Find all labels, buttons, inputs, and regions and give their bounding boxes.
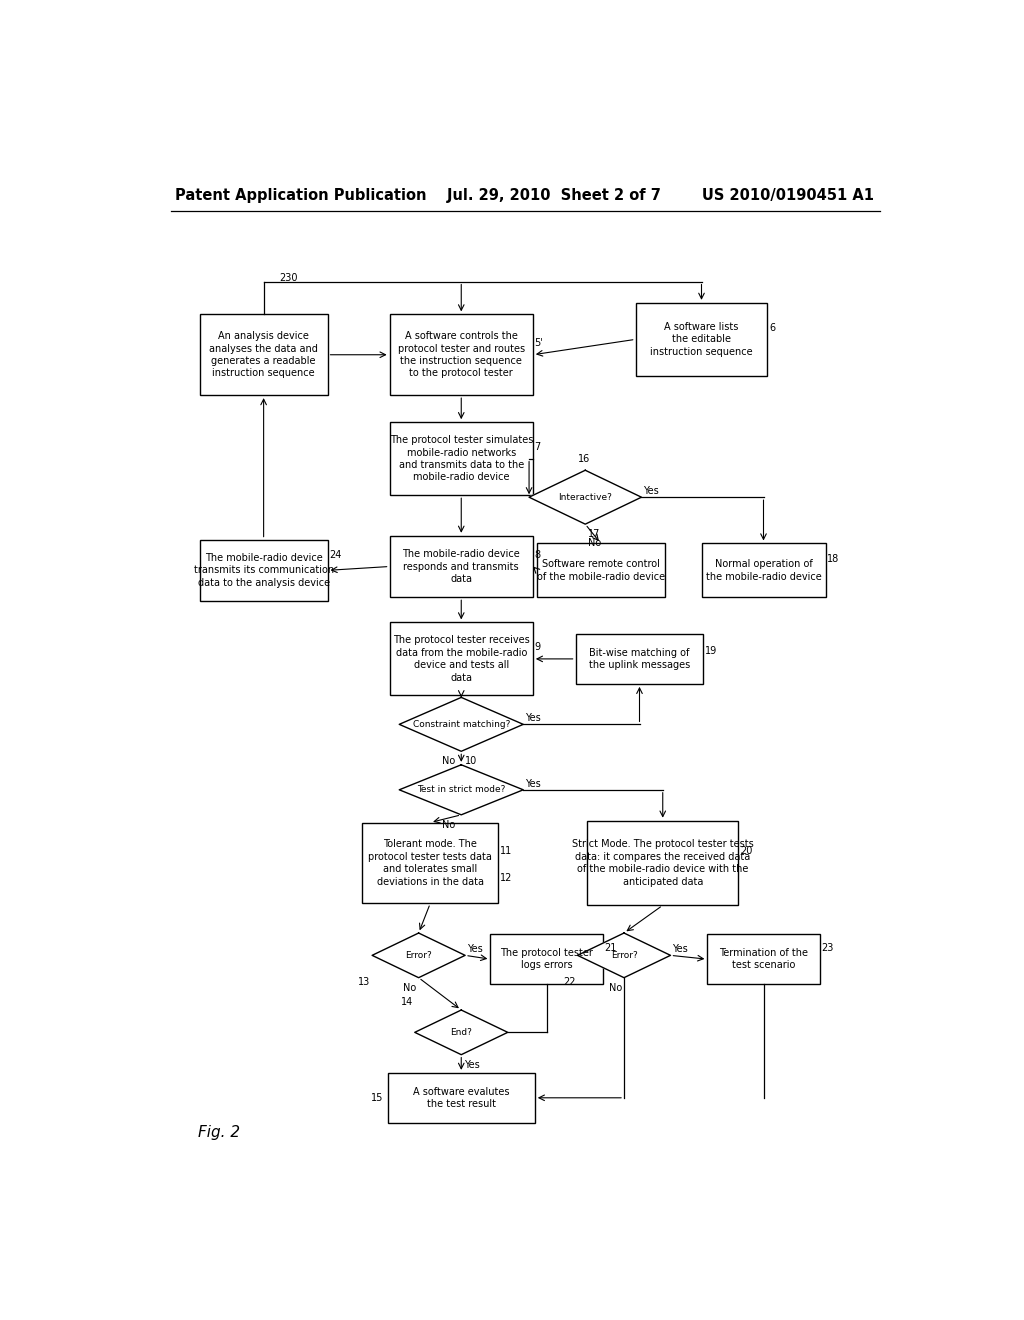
Text: The mobile-radio device
transmits its communication
data to the analysis device: The mobile-radio device transmits its co… — [194, 553, 334, 587]
Polygon shape — [399, 697, 523, 751]
Text: Test in strict mode?: Test in strict mode? — [417, 785, 506, 795]
Text: No: No — [442, 820, 455, 830]
Polygon shape — [372, 933, 465, 978]
FancyBboxPatch shape — [708, 935, 819, 985]
Text: The protocol tester
logs errors: The protocol tester logs errors — [500, 948, 593, 970]
Text: Error?: Error? — [610, 950, 637, 960]
Text: Normal operation of
the mobile-radio device: Normal operation of the mobile-radio dev… — [706, 560, 821, 582]
Polygon shape — [529, 470, 641, 524]
Text: Error?: Error? — [406, 950, 432, 960]
Text: 6: 6 — [769, 323, 775, 333]
Text: Yes: Yes — [464, 1060, 479, 1069]
Text: A software controls the
protocol tester and routes
the instruction sequence
to t: A software controls the protocol tester … — [397, 331, 525, 379]
Text: A software evalutes
the test result: A software evalutes the test result — [413, 1086, 510, 1109]
Text: Interactive?: Interactive? — [558, 492, 612, 502]
Text: 7: 7 — [535, 442, 541, 453]
Text: 13: 13 — [358, 977, 371, 986]
Text: Termination of the
test scenario: Termination of the test scenario — [719, 948, 808, 970]
Text: 230: 230 — [280, 273, 298, 282]
Text: Yes: Yes — [524, 713, 541, 723]
Text: 20: 20 — [740, 846, 753, 857]
Text: Software remote control
of the mobile-radio device: Software remote control of the mobile-ra… — [537, 560, 665, 582]
FancyBboxPatch shape — [200, 314, 328, 395]
Polygon shape — [399, 764, 523, 814]
FancyBboxPatch shape — [537, 544, 665, 598]
FancyBboxPatch shape — [636, 302, 767, 376]
Text: Patent Application Publication    Jul. 29, 2010  Sheet 2 of 7        US 2010/019: Patent Application Publication Jul. 29, … — [175, 187, 874, 203]
Text: 21: 21 — [604, 942, 616, 953]
Text: The protocol tester receives
data from the mobile-radio
device and tests all
dat: The protocol tester receives data from t… — [393, 635, 529, 682]
FancyBboxPatch shape — [200, 540, 328, 601]
FancyBboxPatch shape — [490, 935, 603, 985]
Text: 22: 22 — [563, 977, 577, 986]
Text: End?: End? — [451, 1028, 472, 1036]
Text: 16: 16 — [578, 454, 590, 465]
FancyBboxPatch shape — [389, 622, 532, 696]
Text: Constraint matching?: Constraint matching? — [413, 719, 510, 729]
Text: 19: 19 — [705, 647, 717, 656]
FancyBboxPatch shape — [389, 536, 532, 598]
FancyBboxPatch shape — [575, 634, 703, 684]
FancyBboxPatch shape — [362, 822, 498, 903]
Text: 17: 17 — [588, 529, 600, 539]
Text: Yes: Yes — [467, 944, 482, 954]
Text: Yes: Yes — [643, 486, 658, 496]
FancyBboxPatch shape — [388, 1073, 535, 1123]
Text: No: No — [442, 756, 455, 767]
Text: No: No — [588, 539, 601, 548]
Polygon shape — [415, 1010, 508, 1055]
FancyBboxPatch shape — [587, 821, 738, 906]
Text: 11: 11 — [500, 846, 512, 857]
Text: 23: 23 — [821, 942, 834, 953]
Text: 14: 14 — [400, 998, 413, 1007]
Text: The protocol tester simulates
mobile-radio networks
and transmits data to the
mo: The protocol tester simulates mobile-rad… — [389, 436, 532, 482]
Text: 9: 9 — [535, 643, 541, 652]
Text: Strict Mode. The protocol tester tests
data: it compares the received data
of th: Strict Mode. The protocol tester tests d… — [571, 840, 754, 887]
Text: 24: 24 — [329, 550, 341, 560]
Text: 8: 8 — [535, 550, 541, 560]
Polygon shape — [578, 933, 671, 978]
Text: Tolerant mode. The
protocol tester tests data
and tolerates small
deviations in : Tolerant mode. The protocol tester tests… — [369, 840, 493, 887]
Text: 5': 5' — [535, 338, 544, 348]
Text: The mobile-radio device
responds and transmits
data: The mobile-radio device responds and tra… — [402, 549, 520, 583]
Text: Yes: Yes — [672, 944, 688, 954]
FancyBboxPatch shape — [389, 314, 532, 395]
Text: No: No — [608, 982, 622, 993]
FancyBboxPatch shape — [389, 422, 532, 495]
Text: 15: 15 — [371, 1093, 383, 1102]
Text: An analysis device
analyses the data and
generates a readable
instruction sequen: An analysis device analyses the data and… — [209, 331, 318, 379]
Text: 12: 12 — [500, 874, 512, 883]
FancyBboxPatch shape — [701, 544, 825, 598]
Text: Fig. 2: Fig. 2 — [198, 1125, 240, 1140]
Text: Yes: Yes — [524, 779, 541, 788]
Text: 10: 10 — [465, 756, 477, 767]
Text: No: No — [403, 982, 417, 993]
Text: Bit-wise matching of
the uplink messages: Bit-wise matching of the uplink messages — [589, 648, 690, 671]
Text: 18: 18 — [827, 554, 840, 564]
Text: A software lists
the editable
instruction sequence: A software lists the editable instructio… — [650, 322, 753, 356]
